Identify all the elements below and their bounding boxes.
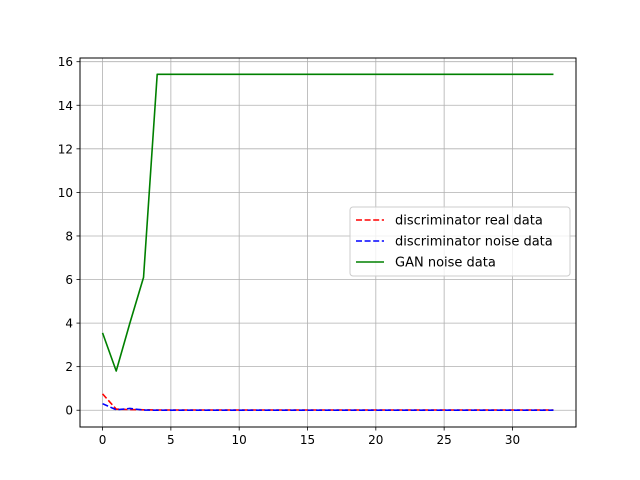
y-tick-label: 10 bbox=[58, 186, 73, 200]
x-tick-label: 0 bbox=[99, 433, 107, 447]
x-tick-label: 25 bbox=[437, 433, 452, 447]
legend: discriminator real data discriminator noi… bbox=[349, 206, 571, 277]
legend-label-3: GAN noise data bbox=[395, 256, 496, 271]
series-layer bbox=[101, 73, 554, 412]
x-tick-label: 20 bbox=[368, 433, 383, 447]
y-tick-label: 14 bbox=[58, 99, 73, 113]
x-tick-label: 15 bbox=[300, 433, 315, 447]
legend-box bbox=[349, 206, 571, 277]
y-tick-label: 16 bbox=[58, 55, 73, 69]
series-line-3 bbox=[101, 73, 554, 372]
x-tick-label: 5 bbox=[167, 433, 175, 447]
y-tick-label: 6 bbox=[65, 273, 73, 287]
axes: 0 5 10 15 20 25 30 0 2 4 6 8 10 12 14 16 bbox=[58, 55, 520, 447]
x-tick-label: 30 bbox=[505, 433, 520, 447]
y-tick-label: 0 bbox=[65, 404, 73, 418]
legend-label-2: discriminator noise data bbox=[395, 235, 553, 250]
x-tick-label: 10 bbox=[232, 433, 247, 447]
y-tick-label: 12 bbox=[58, 142, 73, 156]
plot-frame bbox=[79, 57, 577, 428]
series-line-2 bbox=[102, 402, 554, 412]
y-tick-label: 4 bbox=[65, 317, 73, 331]
y-tick-label: 2 bbox=[65, 360, 73, 374]
y-tick-label: 8 bbox=[65, 229, 73, 243]
legend-label-1: discriminator real data bbox=[395, 214, 543, 229]
